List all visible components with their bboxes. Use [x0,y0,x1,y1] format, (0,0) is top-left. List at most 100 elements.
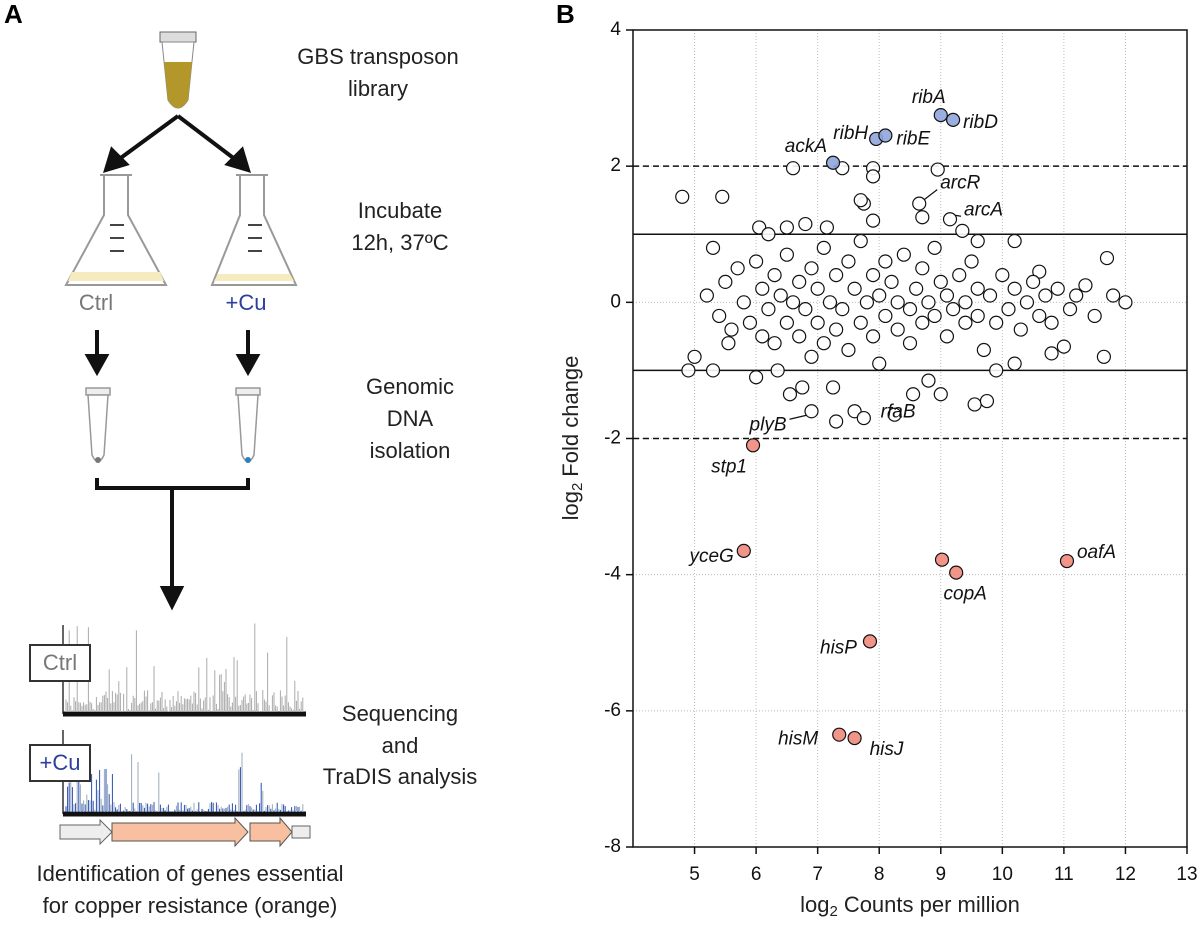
point [1056,339,1071,354]
point [705,240,721,255]
y-tick-label: -8 [604,836,621,857]
point [853,233,868,249]
point [878,308,893,324]
point [970,233,985,249]
point [742,315,758,330]
point [1118,295,1133,310]
x-tick-label: 8 [874,864,885,885]
small-tube [85,387,261,463]
point [970,308,985,324]
axis-label-part: 2 [569,483,586,491]
point [970,281,985,296]
point [865,329,881,344]
point [921,373,936,388]
condition-label: Ctrl [79,290,113,315]
point [902,336,918,351]
point [1044,346,1059,361]
point-label: hisM [778,729,818,750]
point [995,268,1010,283]
point [779,247,794,262]
point [927,240,942,255]
step-text: Genomic [366,374,454,399]
point [945,112,961,127]
point [890,295,905,310]
point [865,268,881,283]
point [755,329,770,344]
point [1013,322,1028,337]
y-axis-label: log2 Fold change [558,356,586,521]
point [958,295,973,310]
point [767,336,782,351]
y-tick-label: 4 [610,19,621,40]
point [909,281,924,296]
point [798,216,813,232]
point [1026,274,1041,290]
point-label: yceG [687,546,733,567]
x-tick-label: 5 [689,864,700,885]
step-text: DNA [387,406,434,431]
flask [64,174,298,286]
point [958,315,973,330]
point [915,261,930,276]
point [847,730,862,746]
step-text: TraDIS analysis [323,764,477,789]
point-label: oafA [1077,542,1116,563]
point [825,155,841,170]
x-axis-label: log2 Counts per million [800,892,1020,920]
point-label: arcR [940,173,980,194]
point [718,274,733,290]
point [933,108,948,123]
point [681,363,696,378]
point [976,342,991,358]
point [865,169,881,184]
point [912,196,927,211]
point [785,295,801,310]
step-text: library [348,76,408,101]
track-box [29,644,91,682]
point [927,308,942,324]
leader-line [954,214,962,217]
point [745,438,761,453]
point [1106,288,1121,303]
point [933,274,948,290]
point [675,189,690,204]
point [942,212,958,227]
y-tick-label: -6 [604,700,621,721]
point [782,387,798,402]
point [1059,553,1075,569]
point [865,213,881,228]
track-label: +Cu [40,750,81,775]
point [1032,264,1047,279]
step-text: Sequencing [342,701,458,726]
point-label: ackA [785,136,827,157]
point [902,302,918,317]
point [829,322,844,337]
point [761,227,776,242]
point [878,128,893,143]
point [872,356,887,371]
x-tick-label: 12 [1115,864,1136,885]
leader-line [789,414,807,420]
step-text: Incubate [358,198,442,223]
point [724,322,739,337]
y-tick-label: 0 [610,291,621,312]
point [982,288,998,303]
tube [159,31,197,109]
y-tick-label: -2 [604,428,621,449]
point [1032,308,1047,324]
axis-label-part: Counts per million [844,892,1020,917]
point [841,342,856,358]
point [1087,308,1102,324]
point [792,329,807,344]
point [829,414,844,429]
point [819,220,835,235]
conclusion-text: Identification of genes essential [37,861,344,886]
point-label: ribH [833,123,868,144]
step-text: GBS transposon [297,44,458,69]
track-label: Ctrl [43,650,77,675]
point [1044,315,1059,330]
point [1069,288,1084,303]
point [1019,295,1035,310]
panel-label: B [556,0,575,29]
